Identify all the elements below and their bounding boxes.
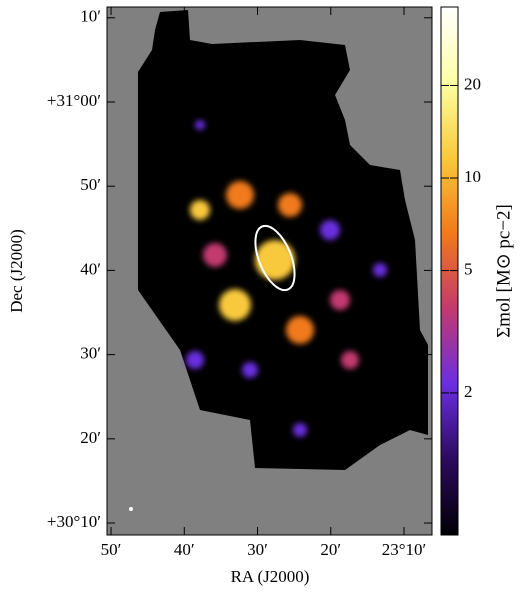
emission-blob: [293, 423, 307, 437]
emission: [186, 120, 387, 437]
emission-blob: [320, 220, 340, 240]
emission-blob: [341, 351, 359, 369]
emission-blob: [203, 243, 227, 267]
emission-blob: [186, 351, 204, 369]
y-tick-label: +31°00′: [47, 91, 101, 110]
x-axis-label: RA (J2000): [231, 567, 310, 586]
emission-blob: [190, 200, 210, 220]
emission-blob: [226, 181, 254, 209]
emission-blob: [286, 316, 314, 344]
y-tick-label: 40′: [80, 259, 101, 278]
emission-blob: [242, 362, 258, 378]
plot-frame: [106, 6, 433, 536]
y-tick-label: +30°10′: [47, 512, 101, 531]
colorbar-tick-label: 10: [464, 167, 481, 186]
colorbar-tick-label: 5: [464, 259, 473, 278]
y-tick-label: 10′: [80, 7, 101, 26]
x-tick-label: 50′: [101, 540, 122, 559]
emission-blob: [195, 120, 205, 130]
x-tick-label: 20′: [320, 540, 341, 559]
y-axis-label: Dec (J2000): [7, 229, 26, 313]
x-tick-label: 23°10′: [382, 540, 427, 559]
y-tick-label: 30′: [80, 344, 101, 363]
beam: [129, 507, 133, 511]
colorbar-tick-label: 20: [464, 74, 481, 93]
x-tick-label: 40′: [174, 540, 195, 559]
emission-blob: [278, 193, 302, 217]
emission-blob: [373, 263, 387, 277]
emission-blob: [219, 289, 251, 321]
x-tick-label: 30′: [247, 540, 268, 559]
ellipse-marker: [254, 224, 296, 292]
emission-blob: [330, 290, 350, 310]
colorbar-tick-label: 2: [464, 382, 473, 401]
y-tick-label: 50′: [80, 175, 101, 194]
y-tick-label: 20′: [80, 428, 101, 447]
emission-blob: [255, 240, 295, 280]
colorbar-label: Σmol [M⊙ pc−2]: [493, 204, 514, 338]
